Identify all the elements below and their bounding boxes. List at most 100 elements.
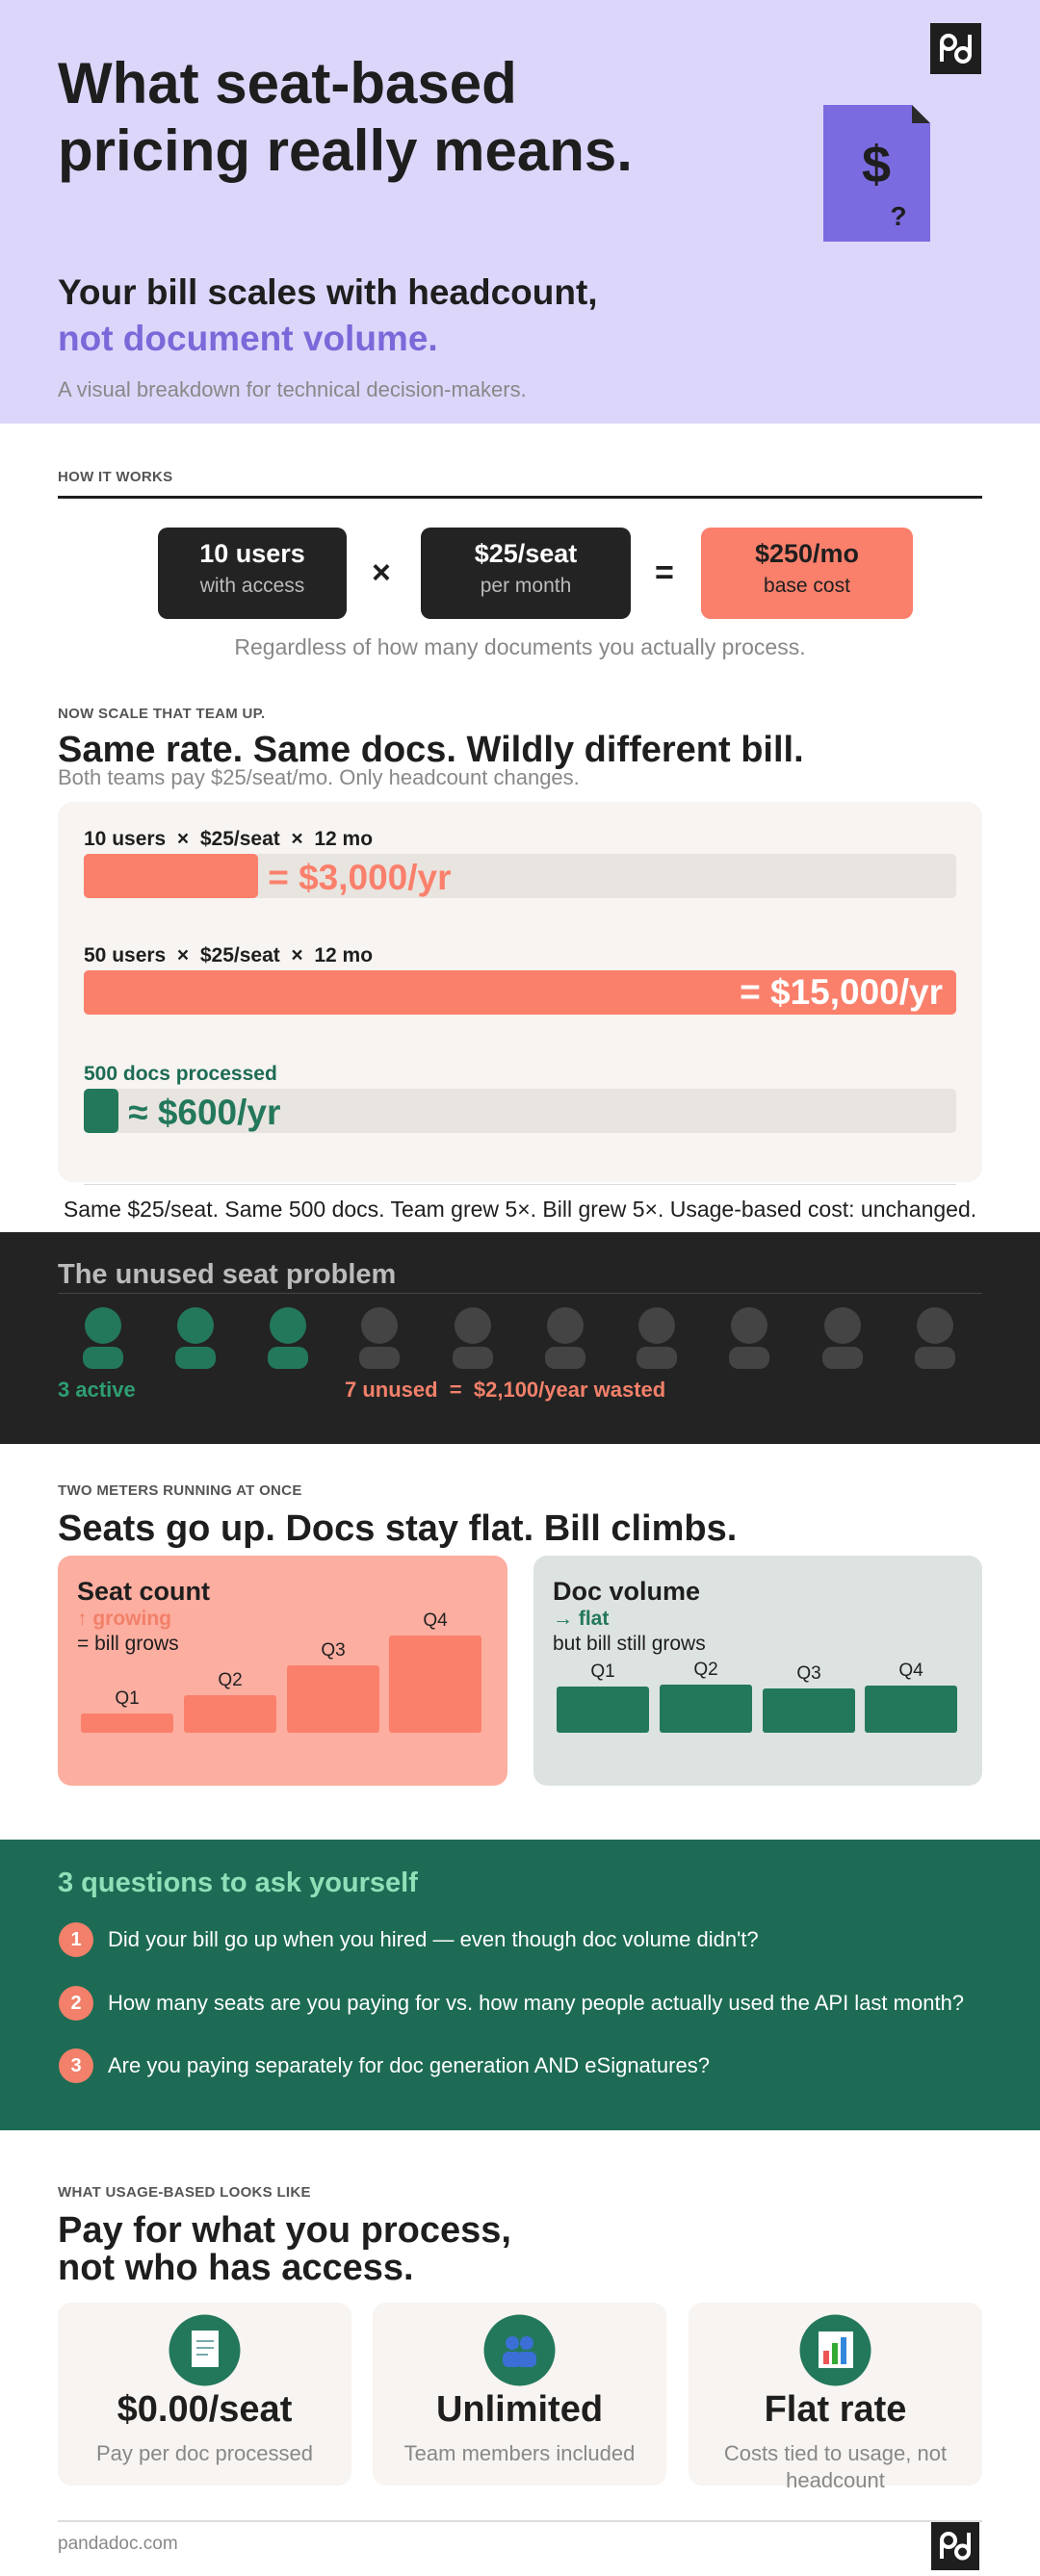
bar-amount: ≈ $600/yr: [128, 1093, 281, 1132]
meter-trend: ↑ growing: [77, 1608, 171, 1630]
section-label: NOW SCALE THAT TEAM UP.: [58, 706, 266, 722]
bar: [84, 970, 956, 1015]
svg-text:?: ?: [890, 201, 906, 231]
seat-head: [361, 1307, 398, 1344]
question-number: 2: [59, 1986, 93, 2021]
section-title: Same rate. Same docs. Wildly different b…: [58, 730, 804, 770]
quarter-label: Q1: [115, 1688, 140, 1709]
usage-value: $0.00/seat: [117, 2389, 293, 2430]
section-label: WHAT USAGE-BASED LOOKS LIKE: [58, 2184, 311, 2201]
term-value: $250/mo: [754, 539, 860, 568]
bar: [84, 854, 259, 898]
usage-card: Unlimited Team members included: [373, 2303, 666, 2486]
operator: =: [655, 554, 674, 591]
bar-track: ≈ $600/yr: [84, 1089, 956, 1133]
seat-body: [453, 1347, 493, 1369]
rule: [58, 496, 982, 499]
unused-count: 7 unused = $2,100/year wasted: [345, 1378, 666, 1402]
seat-head: [85, 1307, 121, 1344]
footer-site: pandadoc.com: [58, 2534, 178, 2554]
bar-amount: = $3,000/yr: [268, 858, 452, 897]
seat-body: [359, 1347, 400, 1369]
unused-section: [0, 1232, 1040, 1444]
quarter-bar: [865, 1686, 957, 1733]
seat-body: [268, 1347, 308, 1369]
section-title: not who has access.: [58, 2248, 414, 2288]
quarter-bar: [557, 1687, 649, 1733]
meter-trend: → flat: [553, 1608, 610, 1630]
svg-text:$: $: [862, 136, 891, 193]
quarter-bar: [763, 1688, 855, 1733]
footnote: Same $25/seat. Same 500 docs. Team grew …: [63, 1197, 977, 1222]
row-formula: 50 users × $25/seat × 12 mo: [84, 944, 374, 966]
seat-head: [270, 1307, 306, 1344]
rule: [84, 1184, 956, 1185]
active-count: 3 active: [58, 1378, 136, 1402]
seat-body: [822, 1347, 863, 1369]
quarter-bar: [287, 1665, 379, 1733]
bar-track: = $3,000/yr: [84, 854, 956, 898]
term-box: $25/seat per month: [421, 528, 631, 619]
quarter-label: Q3: [796, 1663, 821, 1684]
usage-value: Flat rate: [764, 2389, 907, 2430]
section-title: 3 questions to ask yourself: [58, 1868, 418, 1898]
quarter-label: Q2: [218, 1670, 243, 1690]
seat-head: [917, 1307, 953, 1344]
seat-body: [545, 1347, 585, 1369]
quarter-label: Q2: [693, 1660, 718, 1680]
seat-head: [731, 1307, 767, 1344]
meter-note: = bill grows: [77, 1633, 179, 1655]
title: What seat-based pricing really means.: [58, 51, 633, 183]
usage-card: Flat rate Costs tied to usage, not headc…: [689, 2303, 982, 2492]
term-caption: with access: [199, 575, 305, 597]
seat-body: [637, 1347, 677, 1369]
term-value: $25/seat: [474, 539, 578, 568]
quarter-bar: [81, 1713, 173, 1733]
meter-title: Seat count: [77, 1577, 211, 1606]
section-subtitle: Both teams pay $25/seat/mo. Only headcou…: [58, 765, 580, 789]
question-text: Are you paying separately for doc genera…: [108, 2053, 710, 2077]
quarter-bar: [389, 1636, 481, 1733]
usage-caption: Costs tied to usage, not headcount: [723, 2441, 948, 2492]
document-icon: $ ?: [823, 105, 930, 242]
quarter-label: Q4: [898, 1661, 923, 1681]
section-label: TWO METERS RUNNING AT ONCE: [58, 1482, 302, 1499]
questions-section: [0, 1840, 1040, 2130]
rule: [58, 1293, 982, 1294]
term-caption: base cost: [764, 575, 850, 597]
usage-caption: Team members included: [403, 2441, 636, 2465]
seat-head: [638, 1307, 675, 1344]
logo: [931, 2522, 979, 2570]
section-title: Seats go up. Docs stay flat. Bill climbs…: [58, 1508, 738, 1549]
quarter-label: Q1: [590, 1662, 615, 1682]
seat-head: [177, 1307, 214, 1344]
term-value: 10 users: [199, 539, 305, 568]
seat-head: [455, 1307, 491, 1344]
seat-head: [547, 1307, 584, 1344]
subtitle: Your bill scales with headcount,: [58, 272, 598, 312]
meter-title: Doc volume: [553, 1577, 701, 1606]
seat-body: [83, 1347, 123, 1369]
bar-amount: = $15,000/yr: [740, 972, 943, 1012]
note: Regardless of how many documents you act…: [234, 634, 806, 659]
seat-body: [729, 1347, 769, 1369]
tagline: A visual breakdown for technical decisio…: [58, 377, 527, 401]
usage-caption: Pay per doc processed: [95, 2441, 314, 2465]
icon: [483, 2314, 556, 2386]
question-text: Did your bill go up when you hired — eve…: [108, 1927, 759, 1951]
bar: [84, 1089, 119, 1133]
quarter-bar: [184, 1695, 276, 1733]
meter-card: Seat count ↑ growing = bill grows Q1 Q2 …: [58, 1556, 507, 1786]
icon: [169, 2314, 241, 2386]
question-text: How many seats are you paying for vs. ho…: [108, 1991, 965, 2015]
operator: ×: [372, 554, 391, 591]
usage-card: $0.00/seat Pay per doc processed: [58, 2303, 351, 2486]
bar-track: = $15,000/yr: [84, 970, 956, 1015]
quarter-label: Q3: [321, 1640, 346, 1661]
icon: [799, 2314, 871, 2386]
seat-body: [175, 1347, 216, 1369]
term-caption: per month: [480, 575, 572, 597]
logo: [930, 23, 981, 74]
seat-head: [824, 1307, 861, 1344]
